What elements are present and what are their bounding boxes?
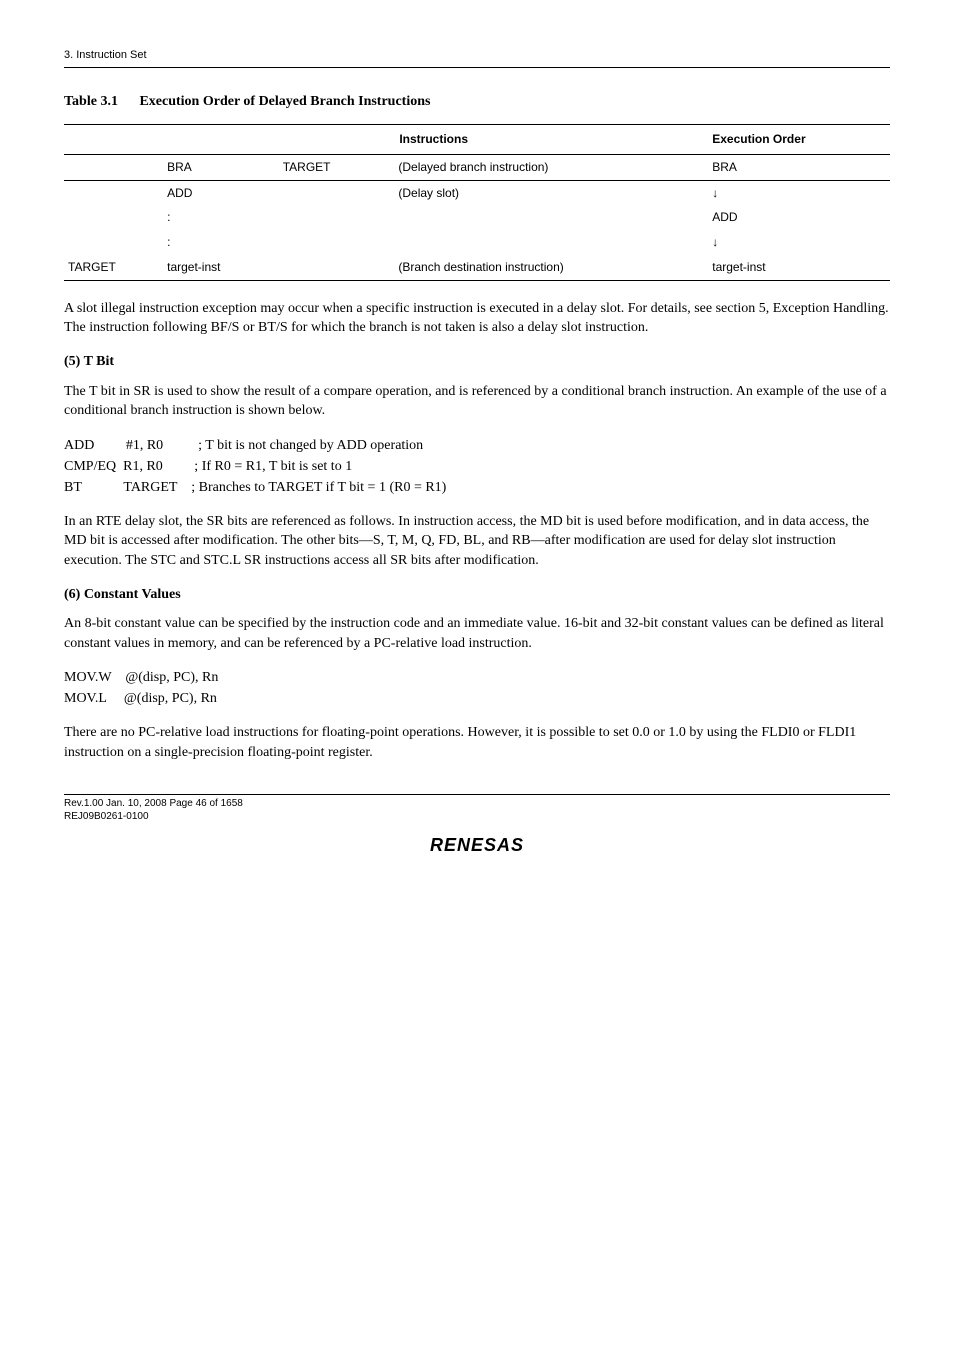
table-cell: ADD	[708, 205, 890, 230]
table-cell: (Delay slot)	[394, 180, 708, 205]
paragraph-no-pc-relative: There are no PC-relative load instructio…	[64, 723, 890, 762]
table-cell: TARGET	[64, 255, 163, 280]
paragraph-slot-illegal: A slot illegal instruction exception may…	[64, 299, 890, 338]
table-cell	[394, 230, 708, 255]
table-cell: target-inst	[163, 255, 279, 280]
subsection-t-bit: (5) T Bit	[64, 352, 890, 372]
table-cell	[279, 255, 395, 280]
table-cell	[279, 180, 395, 205]
th-blank	[64, 124, 163, 154]
table-cell: TARGET	[279, 154, 395, 180]
footer-rule	[64, 794, 890, 795]
paragraph-rte-delay: In an RTE delay slot, the SR bits are re…	[64, 512, 890, 571]
table-cell: ADD	[163, 180, 279, 205]
footer-doc-id: REJ09B0261-0100	[64, 810, 890, 823]
table-cell	[394, 205, 708, 230]
header-rule	[64, 67, 890, 68]
header-section-label: 3. Instruction Set	[64, 48, 890, 63]
table-cell: BRA	[163, 154, 279, 180]
execution-order-table: Instructions Execution Order BRATARGET(D…	[64, 124, 890, 281]
subsection-constant-values: (6) Constant Values	[64, 585, 890, 605]
table-row: TARGETtarget-inst(Branch destination ins…	[64, 255, 890, 280]
table-number: Table 3.1	[64, 92, 118, 112]
table-cell	[279, 230, 395, 255]
table-cell	[64, 180, 163, 205]
table-cell	[64, 230, 163, 255]
table-caption: Execution Order of Delayed Branch Instru…	[139, 94, 430, 109]
table-cell: :	[163, 205, 279, 230]
footer-rev: Rev.1.00 Jan. 10, 2008 Page 46 of 1658	[64, 797, 890, 810]
th-instructions: Instructions	[163, 124, 708, 154]
code-block-mov: MOV.W @(disp, PC), Rn MOV.L @(disp, PC),…	[64, 667, 890, 709]
paragraph-constant-desc: An 8-bit constant value can be specified…	[64, 614, 890, 653]
table-cell: ↓	[708, 230, 890, 255]
table-cell	[279, 205, 395, 230]
renesas-logo: RENESAS	[64, 833, 890, 858]
table-header-row: Instructions Execution Order	[64, 124, 890, 154]
code-block-tbit: ADD #1, R0 ; T bit is not changed by ADD…	[64, 435, 890, 498]
table-cell: (Branch destination instruction)	[394, 255, 708, 280]
table-row: : ADD	[64, 205, 890, 230]
table-cell: :	[163, 230, 279, 255]
table-cell: (Delayed branch instruction)	[394, 154, 708, 180]
table-row: :↓	[64, 230, 890, 255]
table-title: Table 3.1 Execution Order of Delayed Bra…	[64, 92, 890, 112]
table-cell	[64, 205, 163, 230]
paragraph-tbit-desc: The T bit in SR is used to show the resu…	[64, 382, 890, 421]
table-cell	[64, 154, 163, 180]
th-exec-order: Execution Order	[708, 124, 890, 154]
table-body: BRATARGET(Delayed branch instruction)BRA…	[64, 154, 890, 280]
table-row: ADD (Delay slot)↓	[64, 180, 890, 205]
table-cell: ↓	[708, 180, 890, 205]
table-cell: target-inst	[708, 255, 890, 280]
table-cell: BRA	[708, 154, 890, 180]
table-row: BRATARGET(Delayed branch instruction)BRA	[64, 154, 890, 180]
